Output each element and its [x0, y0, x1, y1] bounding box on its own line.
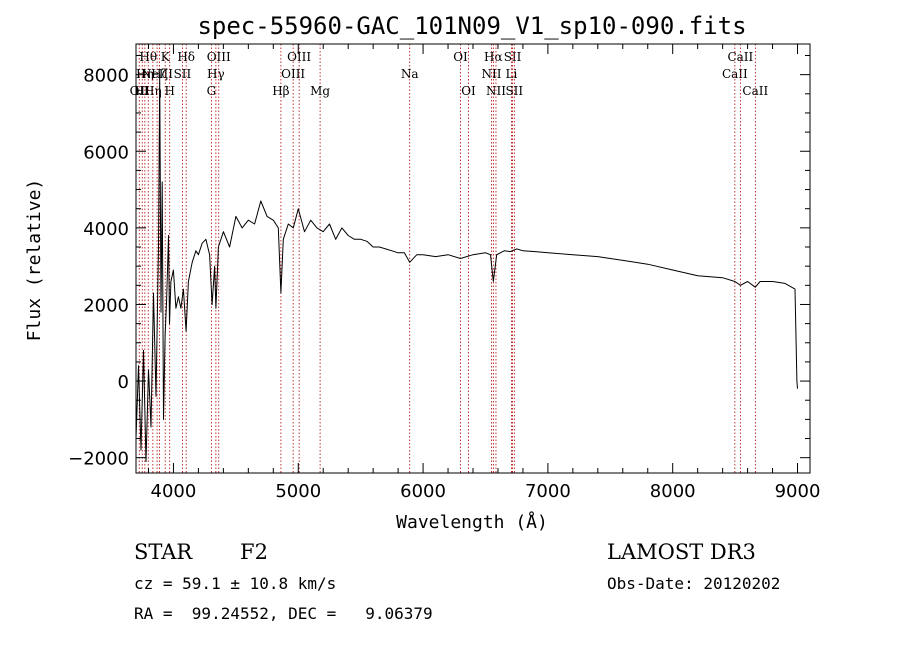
line-label: OI: [453, 50, 468, 64]
observation-date: Obs-Date: 20120202: [607, 574, 781, 593]
line-label: Hγ: [207, 67, 225, 81]
x-tick-label: 8000: [650, 481, 696, 502]
object-class: STAR: [134, 540, 193, 564]
line-label: NII: [481, 67, 501, 81]
spectrum-series: [135, 74, 798, 462]
line-label: G: [207, 84, 217, 98]
y-tick-label: 0: [118, 372, 129, 393]
line-label: NeIII: [141, 67, 173, 81]
line-label: CaII: [722, 67, 748, 81]
line-label: Hα: [484, 50, 503, 64]
line-label: SII: [504, 50, 522, 64]
x-tick-label: 4000: [151, 481, 197, 502]
x-axis-label: Wavelength (Å): [396, 511, 548, 533]
line-label: Hβ: [272, 84, 289, 98]
line-label: Hδ: [177, 50, 195, 64]
line-label: CaII: [742, 84, 768, 98]
line-label: K: [161, 50, 171, 64]
coordinates: RA = 99.24552, DEC = 9.06379: [134, 604, 433, 623]
y-tick-label: 8000: [83, 66, 129, 87]
survey-name: LAMOST DR3: [607, 540, 756, 564]
x-tick-label: 7000: [525, 481, 571, 502]
line-label: OII: [130, 84, 150, 98]
line-label: Mg: [310, 84, 330, 98]
spectrum-line: [135, 74, 798, 462]
y-axis-label: Flux (relative): [24, 179, 45, 342]
line-label: OIII: [287, 50, 311, 64]
line-label: H: [164, 84, 174, 98]
y-tick-label: −2000: [68, 449, 129, 470]
line-label: Hθ: [139, 50, 157, 64]
line-label: OIII: [207, 50, 231, 64]
line-label: SII: [174, 67, 192, 81]
line-label: SII: [505, 84, 523, 98]
x-tick-label: 5000: [275, 481, 321, 502]
y-tick-label: 2000: [83, 295, 129, 316]
line-label: OI: [461, 84, 476, 98]
chart-title: spec-55960-GAC_101N09_V1_sp10-090.fits: [197, 12, 746, 40]
object-subclass: F2: [240, 540, 268, 564]
line-label: HI: [135, 84, 150, 98]
line-label: Hη: [136, 67, 154, 81]
line-label: Li: [506, 67, 518, 81]
line-label: NII: [486, 84, 506, 98]
y-tick-label: 6000: [83, 142, 129, 163]
line-label: CaII: [727, 50, 753, 64]
line-label: Hζ: [151, 67, 168, 81]
redshift-velocity: cz = 59.1 ± 10.8 km/s: [134, 574, 337, 593]
line-label: Hη: [144, 84, 162, 98]
plot-frame: [135, 43, 811, 474]
line-label: Na: [401, 67, 419, 81]
axis-ticks: 4000 5000 6000 7000 8000 9000 −2000 0 2000 4000 60…: [68, 44, 820, 502]
spectral-line-markers: OIIHIHηHθHηNeIIIHζKHSIIHδGHγOIIIHβOIIIOI…: [130, 44, 768, 473]
x-tick-label: 9000: [775, 481, 821, 502]
line-label: OIII: [281, 67, 305, 81]
x-tick-label: 6000: [400, 481, 446, 502]
y-tick-label: 4000: [83, 219, 129, 240]
